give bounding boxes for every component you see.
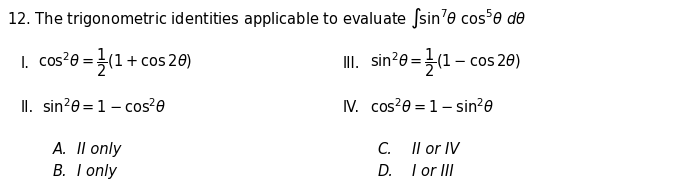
Text: $\sin^2\!\theta = \dfrac{1}{2}(1-\cos 2\theta)$: $\sin^2\!\theta = \dfrac{1}{2}(1-\cos 2\… <box>370 47 521 79</box>
Text: I or III: I or III <box>412 164 454 179</box>
Text: I.: I. <box>21 56 30 71</box>
Text: II.: II. <box>21 100 34 115</box>
Text: III.: III. <box>343 56 360 71</box>
Text: IV.: IV. <box>343 100 359 115</box>
Text: C.: C. <box>377 142 392 157</box>
Text: $\sin^2\!\theta = 1-\cos^2\!\theta$: $\sin^2\!\theta = 1-\cos^2\!\theta$ <box>42 98 166 116</box>
Text: II or IV: II or IV <box>412 142 460 157</box>
Text: $\cos^2\!\theta = \dfrac{1}{2}(1+\cos 2\theta)$: $\cos^2\!\theta = \dfrac{1}{2}(1+\cos 2\… <box>38 47 193 79</box>
Text: $\cos^2\!\theta = 1-\sin^2\!\theta$: $\cos^2\!\theta = 1-\sin^2\!\theta$ <box>370 98 495 116</box>
Text: B.: B. <box>52 164 67 179</box>
Text: 12. The trigonometric identities applicable to evaluate $\int\!\sin^7\!\theta\ \: 12. The trigonometric identities applica… <box>7 7 526 31</box>
Text: I only: I only <box>77 164 117 179</box>
Text: II only: II only <box>77 142 121 157</box>
Text: D.: D. <box>377 164 394 179</box>
Text: A.: A. <box>52 142 67 157</box>
